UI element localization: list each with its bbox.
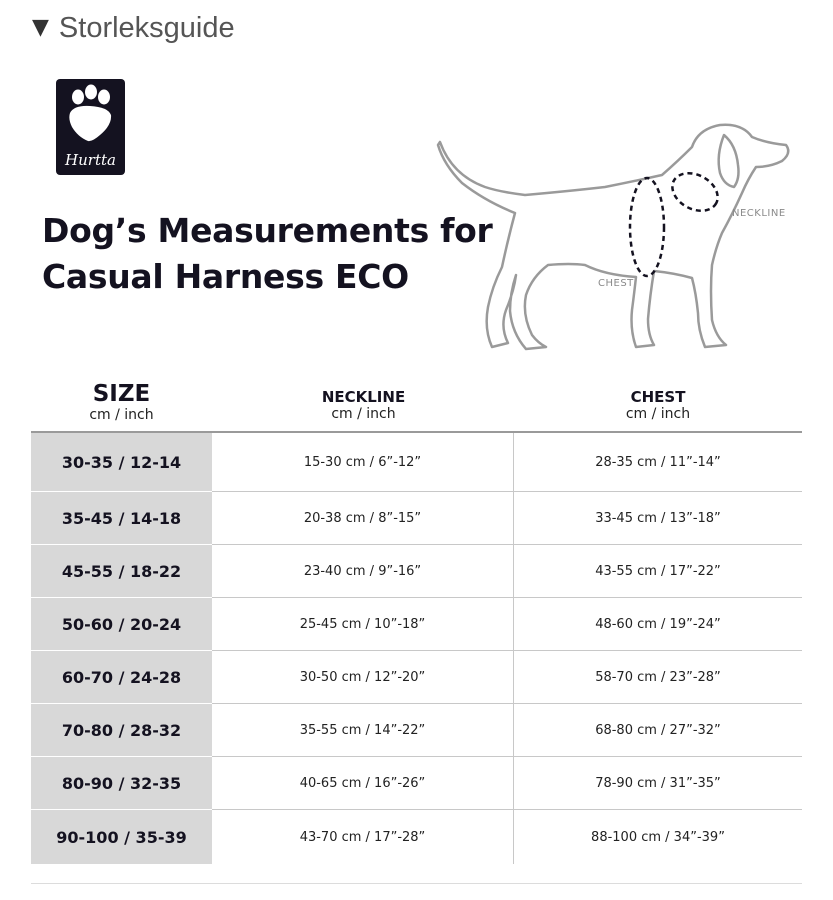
size-guide-label: Storleksguide (58, 11, 235, 44)
bottom-divider (31, 883, 802, 884)
brand-name: Hurtta (65, 151, 116, 169)
chest-cell: 88-100 cm / 34”-39” (591, 829, 725, 845)
triangle-down-icon: ▼ (32, 15, 49, 40)
brand-logo: Hurtta (56, 79, 125, 175)
neckline-callout: NECKLINE (732, 208, 786, 219)
neckline-cell: 43-70 cm / 17”-28” (212, 809, 514, 864)
neckline-cell: 35-55 cm / 14”-22” (212, 703, 514, 757)
size-cell: 90-100 / 35-39 (31, 809, 212, 864)
neckline-cell: 23-40 cm / 9”-16” (212, 544, 514, 598)
neckline-cell: 20-38 cm / 8”-15” (212, 491, 514, 545)
chest-cell: 78-90 cm / 31”-35” (513, 756, 802, 810)
dog-measurement-illustration (436, 123, 790, 351)
page-title: Dog’s Measurements for Casual Harness EC… (42, 208, 493, 300)
title-line-2: Casual Harness ECO (42, 257, 409, 296)
size-cell: 70-80 / 28-32 (31, 703, 212, 757)
size-cell: 35-45 / 14-18 (31, 491, 212, 545)
table-row: 30-35 / 12-14 15-30 cm / 6”-12” 28-35 cm… (31, 432, 802, 492)
chest-cell: 43-55 cm / 17”-22” (513, 544, 802, 598)
size-guide-toggle[interactable]: ▼ Storleksguide (32, 8, 235, 48)
chest-cell: 68-80 cm / 27”-32” (513, 703, 802, 757)
size-table: 30-35 / 12-14 15-30 cm / 6”-12” 28-35 cm… (31, 431, 802, 864)
neckline-header-unit: cm / inch (331, 406, 396, 422)
neckline-header-title: NECKLINE (321, 388, 406, 406)
size-cell: 45-55 / 18-22 (31, 544, 212, 598)
neckline-cell: 25-45 cm / 10”-18” (212, 597, 514, 651)
neckline-cell: 40-65 cm / 16”-26” (212, 756, 514, 810)
table-row: 35-45 / 14-18 20-38 cm / 8”-15” 33-45 cm… (31, 491, 802, 545)
title-line-1: Dog’s Measurements for (42, 211, 493, 250)
chest-cell: 48-60 cm / 19”-24” (513, 597, 802, 651)
neckline-cell: 15-30 cm / 6”-12” (212, 432, 514, 492)
size-cell: 50-60 / 20-24 (31, 597, 212, 651)
size-header-unit: cm / inch (89, 407, 154, 423)
table-row: 45-55 / 18-22 23-40 cm / 9”-16” 43-55 cm… (31, 544, 802, 598)
table-row: 50-60 / 20-24 25-45 cm / 10”-18” 48-60 c… (31, 597, 802, 651)
chest-callout: CHEST (598, 278, 634, 289)
chest-column-header: CHEST cm / inch (514, 388, 802, 422)
chest-cell: 33-45 cm / 13”-18” (513, 491, 802, 545)
size-cell: 30-35 / 12-14 (31, 432, 212, 492)
size-header-title: SIZE (92, 381, 151, 407)
table-row: 60-70 / 24-28 30-50 cm / 12”-20” 58-70 c… (31, 650, 802, 704)
chest-cell: 58-70 cm / 23”-28” (513, 650, 802, 704)
size-column-header: SIZE cm / inch (31, 381, 212, 423)
table-row: 90-100 / 35-39 43-70 cm / 17”-28” 88-100… (31, 809, 802, 864)
paw-icon (69, 84, 112, 142)
size-cell: 80-90 / 32-35 (31, 756, 212, 810)
table-row: 80-90 / 32-35 40-65 cm / 16”-26” 78-90 c… (31, 756, 802, 810)
chest-header-unit: cm / inch (625, 406, 691, 422)
chest-header-title: CHEST (630, 388, 686, 406)
neckline-cell: 30-50 cm / 12”-20” (212, 650, 514, 704)
neckline-column-header: NECKLINE cm / inch (213, 388, 514, 422)
chest-cell: 28-35 cm / 11”-14” (513, 432, 802, 492)
size-cell: 60-70 / 24-28 (31, 650, 212, 704)
table-row: 70-80 / 28-32 35-55 cm / 14”-22” 68-80 c… (31, 703, 802, 757)
